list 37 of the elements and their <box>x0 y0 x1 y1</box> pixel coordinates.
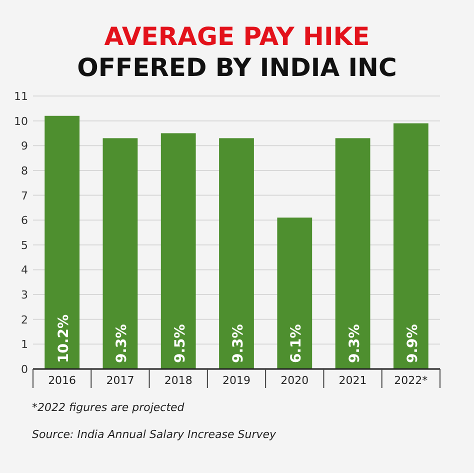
bar <box>335 138 370 369</box>
x-tick-label: 2021 <box>338 374 367 387</box>
bar <box>44 116 80 369</box>
x-tick-label: 2022* <box>394 374 428 387</box>
bar <box>393 123 428 369</box>
bar <box>102 138 138 369</box>
y-tick-label: 7 <box>21 189 28 202</box>
x-tick-label: 2017 <box>106 374 134 387</box>
y-tick-label: 0 <box>21 363 28 376</box>
data-label: 9.9% <box>404 324 421 363</box>
data-label: 10.2% <box>56 314 72 363</box>
data-label: 9.3% <box>346 324 363 363</box>
y-tick-label: 1 <box>21 338 28 352</box>
y-tick-label: 11 <box>14 90 28 103</box>
x-tick-label: 2020 <box>280 374 309 387</box>
text: *2022 figures are projected <box>32 401 186 414</box>
y-tick-label: 4 <box>21 264 28 277</box>
y-tick-label: 8 <box>21 164 28 178</box>
data-label: 9.5% <box>172 324 188 363</box>
data-label: 6.1% <box>288 324 305 363</box>
y-tick-label: 6 <box>21 214 28 228</box>
chart-title: AVERAGE PAY HIKE <box>104 22 370 51</box>
bar <box>219 138 254 369</box>
y-tick-label: 10 <box>14 114 28 128</box>
bar <box>160 133 196 369</box>
x-tick-label: 2019 <box>222 374 250 387</box>
x-tick-label: 2018 <box>164 374 192 387</box>
data-label: 9.3% <box>114 324 130 363</box>
data-label: 9.3% <box>230 324 246 363</box>
source-note: Source: India Annual Salary Increase Survey <box>32 428 277 441</box>
x-tick-label: 2016 <box>48 374 76 387</box>
bar <box>277 218 312 369</box>
y-tick-label: 2 <box>21 313 28 326</box>
y-tick-label: 3 <box>21 288 28 302</box>
chart-subtitle: OFFERED BY INDIA INC <box>77 53 397 82</box>
y-tick-label: 5 <box>21 238 28 252</box>
y-tick-label: 9 <box>21 140 28 153</box>
